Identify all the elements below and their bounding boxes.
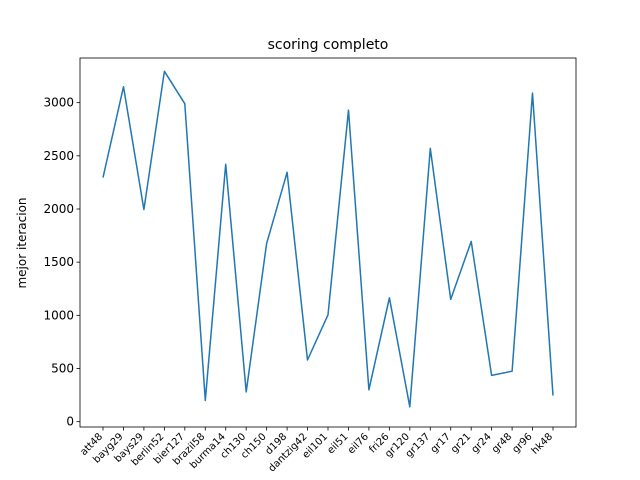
y-tick-label: 500: [51, 362, 74, 376]
series-line: [102, 70, 554, 408]
y-tick-label: 2500: [43, 149, 74, 163]
y-tick-label: 1500: [43, 255, 74, 269]
y-tick-label: 3000: [43, 96, 74, 110]
y-tick-label: 0: [66, 415, 74, 429]
chart-title: scoring completo: [268, 37, 389, 53]
y-tick-label: 2000: [43, 202, 74, 216]
y-tick-label: 1000: [43, 308, 74, 322]
y-axis-label: mejor iteracion: [15, 197, 29, 288]
